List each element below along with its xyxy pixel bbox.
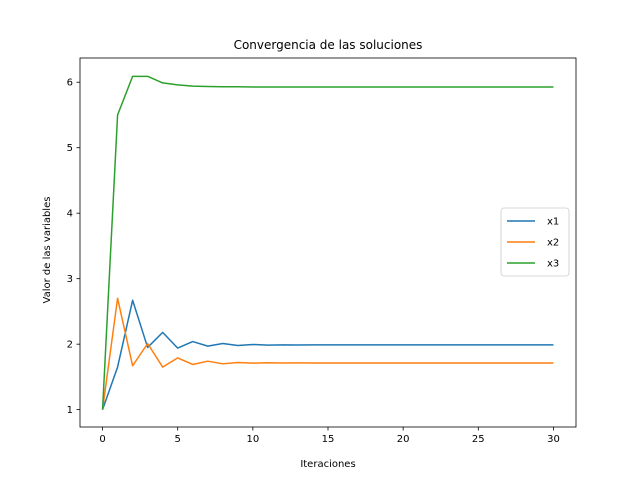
x-tick-label: 30 (547, 434, 560, 445)
legend-label-2: x2 (547, 238, 559, 249)
y-tick-label: 5 (67, 143, 73, 154)
x-axis-label: Iteraciones (300, 459, 355, 470)
legend-label-1: x1 (547, 217, 559, 228)
y-tick-label: 1 (67, 405, 73, 416)
y-tick-label: 3 (67, 274, 73, 285)
y-tick-label: 2 (67, 340, 73, 351)
x-tick-label: 10 (246, 434, 259, 445)
y-tick-label: 4 (67, 209, 73, 220)
x-tick-label: 15 (322, 434, 335, 445)
x-tick-label: 20 (397, 434, 410, 445)
legend: x1 x2 x3 (500, 207, 570, 277)
legend-label-3: x3 (547, 259, 559, 270)
x-tick-label: 5 (175, 434, 181, 445)
y-axis-label: Valor de las variables (42, 197, 53, 304)
chart-title: Convergencia de las soluciones (234, 38, 423, 52)
series-line-3 (101, 75, 554, 410)
series-line-1 (101, 299, 554, 410)
plot-area: 0 5 10 15 20 25 30 1 2 3 4 5 6 (67, 57, 577, 445)
x-tick-label: 25 (472, 434, 485, 445)
y-tick-label: 6 (67, 78, 73, 89)
series-line-2 (101, 297, 554, 410)
x-tick-label: 0 (99, 434, 105, 445)
